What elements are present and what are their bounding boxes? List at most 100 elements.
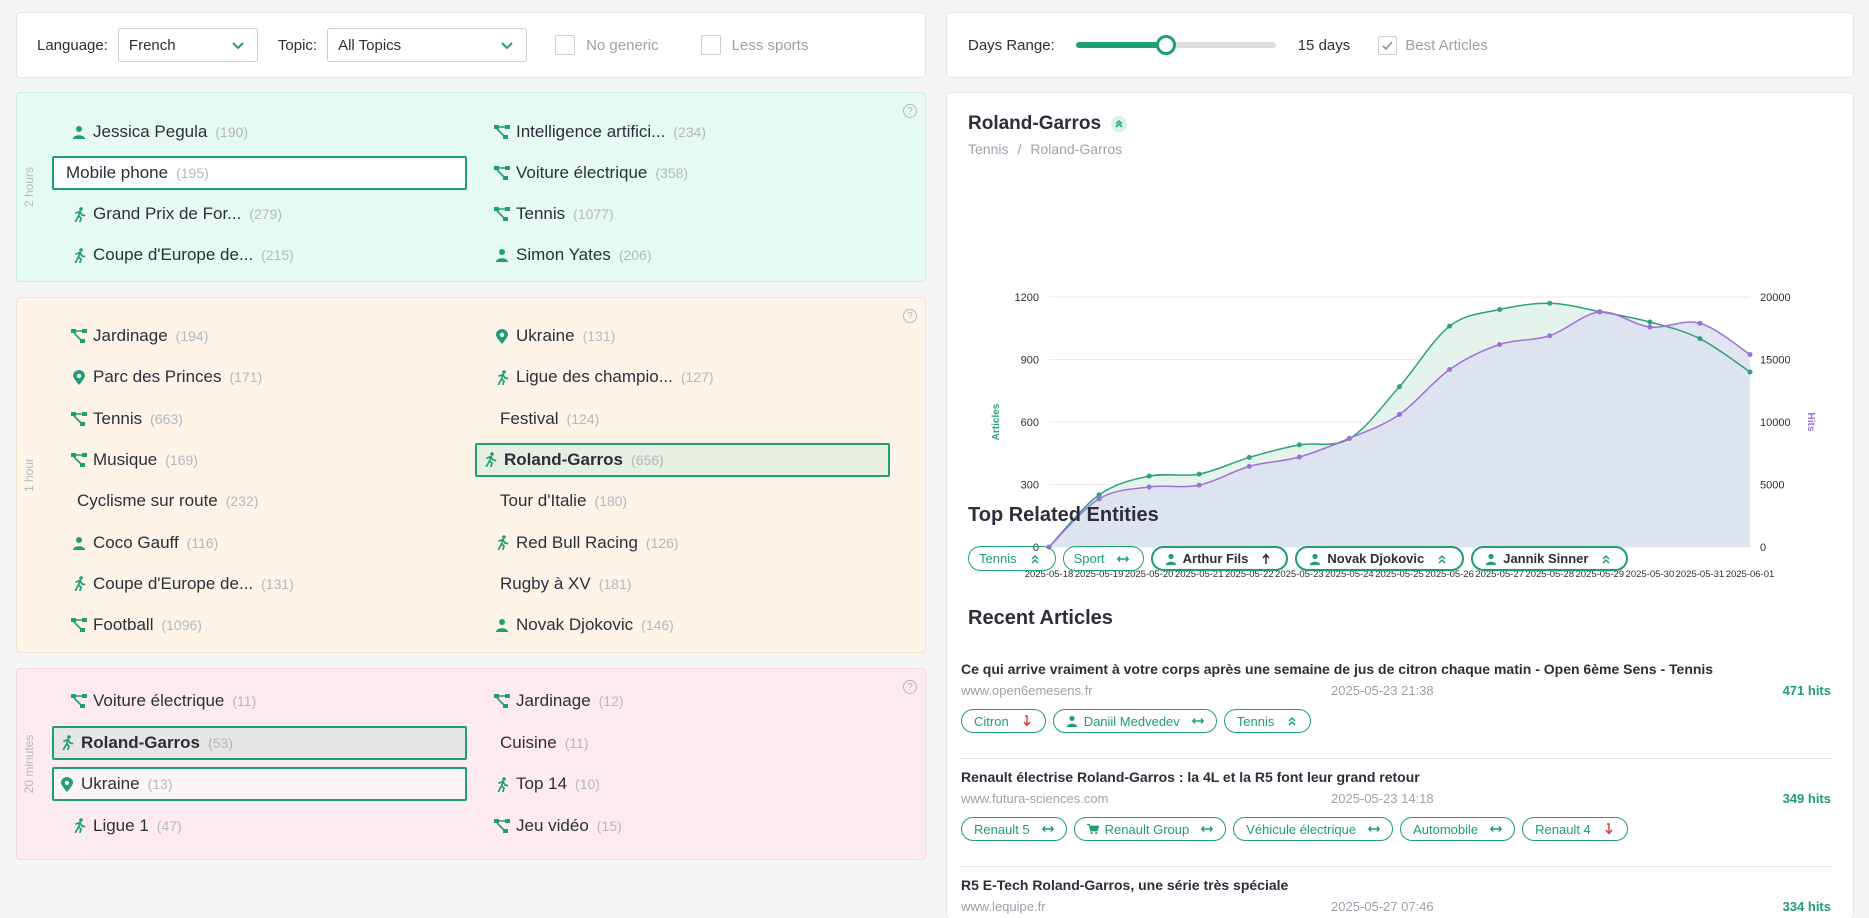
entity-item[interactable]: Simon Yates (206) <box>494 238 652 272</box>
entity-count: (13) <box>147 776 173 792</box>
article-title[interactable]: Ce qui arrive vraiment à votre corps apr… <box>961 661 1714 677</box>
trend-flat-icon <box>1201 823 1214 835</box>
related-entity-pill[interactable]: Sport <box>1062 546 1144 571</box>
less-sports-checkbox[interactable] <box>700 35 721 55</box>
x-tick-label: 2025-05-24 <box>1325 569 1374 580</box>
entity-item[interactable]: Musique (169) <box>71 443 198 477</box>
entity-item[interactable]: Red Bull Racing (126) <box>494 526 679 560</box>
entity-item[interactable]: Coco Gauff (116) <box>71 526 218 560</box>
article-source[interactable]: www.lequipe.fr <box>961 899 1046 914</box>
entity-item[interactable]: Grand Prix de For... (279) <box>71 197 282 231</box>
hits-point <box>1146 484 1152 490</box>
entity-count: (194) <box>175 328 209 344</box>
person-icon <box>494 617 510 633</box>
article-tag-pill[interactable]: Véhicule électrique <box>1233 817 1394 841</box>
article-tag-pill[interactable]: Renault 4 <box>1522 817 1628 841</box>
runner-icon <box>494 369 510 385</box>
articles-point <box>1246 454 1252 460</box>
article-source[interactable]: www.futura-sciences.com <box>961 791 1109 806</box>
less-sports-label: Less sports <box>731 36 809 54</box>
help-icon[interactable]: ? <box>903 104 917 118</box>
entity-item[interactable]: Novak Djokovic (146) <box>494 608 674 642</box>
article-hits: 349 hits <box>1782 791 1831 806</box>
entity-item[interactable]: Ukraine (131) <box>494 319 615 353</box>
entity-name: Tennis <box>93 408 143 428</box>
entity-item[interactable]: Tennis (663) <box>71 402 183 436</box>
entity-item[interactable]: Jessica Pegula (190) <box>71 115 248 149</box>
article-tag-pill[interactable]: Renault 5 <box>961 817 1067 841</box>
best-articles-option[interactable]: Best Articles <box>1378 35 1488 55</box>
entity-item[interactable]: Roland-Garros (53) <box>52 725 467 760</box>
help-icon[interactable]: ? <box>903 680 917 694</box>
trend-flat-icon <box>1116 553 1129 565</box>
article-tag-pill[interactable]: Automobile <box>1400 817 1516 841</box>
entity-item[interactable]: Voiture électrique (11) <box>71 684 256 718</box>
entity-item[interactable]: Tour d'Italie (180) <box>500 484 627 518</box>
article-tag-label: Renault 4 <box>1535 821 1591 837</box>
related-entity-pill[interactable]: Jannik Sinner <box>1471 546 1629 571</box>
entity-item[interactable]: Intelligence artifici... (234) <box>494 115 706 149</box>
article-hits: 471 hits <box>1782 683 1831 698</box>
help-icon[interactable]: ? <box>903 309 917 323</box>
best-articles-checkbox[interactable] <box>1378 35 1398 55</box>
entity-item[interactable]: Roland-Garros (656) <box>475 442 890 477</box>
y-tick-right: 20000 <box>1760 292 1791 304</box>
entity-item[interactable]: Top 14 (10) <box>494 767 600 801</box>
runner-icon <box>71 247 87 263</box>
entity-item[interactable]: Coupe d'Europe de... (215) <box>71 238 294 272</box>
article-hits: 334 hits <box>1782 899 1831 914</box>
entity-count: (215) <box>261 247 294 263</box>
entity-item[interactable]: Parc des Princes (171) <box>71 360 262 394</box>
related-entity-pill[interactable]: Arthur Fils <box>1150 546 1289 571</box>
related-entity-label: Jannik Sinner <box>1503 551 1589 566</box>
days-range-slider[interactable] <box>1075 35 1276 55</box>
less-sports-option[interactable]: Less sports <box>700 35 809 55</box>
entity-count: (131) <box>582 328 616 344</box>
language-select[interactable]: French <box>117 28 258 62</box>
entity-item[interactable]: Coupe d'Europe de... (131) <box>71 567 294 601</box>
recent-articles-title: Recent Articles <box>968 607 1113 629</box>
entity-item[interactable]: Football (1096) <box>71 608 202 642</box>
article-title[interactable]: Renault électrise Roland-Garros : la 4L … <box>961 769 1420 785</box>
related-entity-pill[interactable]: Novak Djokovic <box>1295 546 1465 571</box>
topic-select[interactable]: All Topics <box>327 28 528 62</box>
entity-item[interactable]: Ukraine (13) <box>52 767 467 801</box>
article-title[interactable]: R5 E-Tech Roland-Garros, une série très … <box>961 877 1289 893</box>
entity-item[interactable]: Jardinage (12) <box>494 684 624 718</box>
x-tick-label: 2025-05-30 <box>1626 569 1675 580</box>
article-tag-pill[interactable]: Daniil Medvedev <box>1052 709 1217 733</box>
entity-item[interactable]: Jeu vidéo (15) <box>494 809 622 843</box>
article-tag-pill[interactable]: Renault Group <box>1073 817 1227 841</box>
entity-item[interactable]: Tennis (1077) <box>494 197 614 231</box>
entity-name: Jardinage <box>516 691 591 710</box>
trending-panel-1-hour: 1 hour? Jardinage (194) Ukraine (131) Parc de… <box>16 297 926 653</box>
entity-item[interactable]: Mobile phone (195) <box>52 156 467 190</box>
entity-item[interactable]: Ligue des champio... (127) <box>494 360 714 394</box>
y-axis-title-right: Hits <box>1805 413 1816 432</box>
article-source[interactable]: www.open6emesens.fr <box>961 683 1093 698</box>
x-tick-label: 2025-05-31 <box>1676 569 1725 580</box>
entity-name: Grand Prix de For... <box>93 204 242 223</box>
no-generic-option[interactable]: No generic <box>555 35 659 55</box>
trend-down-icon <box>1021 715 1033 727</box>
related-entity-label: Novak Djokovic <box>1327 551 1425 566</box>
slider-handle[interactable] <box>1155 35 1176 55</box>
article-tag-pill[interactable]: Tennis <box>1223 709 1312 733</box>
entity-item[interactable]: Jardinage (194) <box>71 319 208 353</box>
article-tag-pill[interactable]: Citron <box>961 709 1046 733</box>
entity-name: Tennis <box>516 204 566 223</box>
related-entity-pill[interactable]: Tennis <box>968 546 1056 571</box>
entity-item[interactable]: Cyclisme sur route (232) <box>77 484 258 518</box>
entity-item[interactable]: Festival (124) <box>500 402 599 436</box>
entity-item[interactable]: Voiture électrique (358) <box>494 156 688 190</box>
entity-count: (656) <box>631 451 664 468</box>
person-icon <box>71 535 87 551</box>
entity-item[interactable]: Cuisine (11) <box>500 726 589 760</box>
entity-item[interactable]: Rugby à XV (181) <box>500 567 631 601</box>
breadcrumb-item[interactable]: Roland-Garros <box>1030 141 1123 157</box>
panel-time-label: 2 hours <box>22 166 36 208</box>
hits-point <box>1597 309 1603 315</box>
entity-item[interactable]: Ligue 1 (47) <box>71 809 182 843</box>
no-generic-checkbox[interactable] <box>555 35 576 55</box>
breadcrumb-item[interactable]: Tennis <box>968 141 1009 157</box>
